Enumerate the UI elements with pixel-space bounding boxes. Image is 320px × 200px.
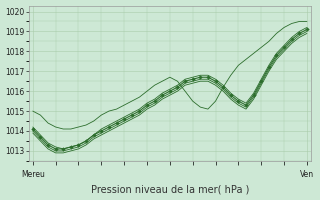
X-axis label: Pression niveau de la mer( hPa ): Pression niveau de la mer( hPa ) [91, 184, 249, 194]
